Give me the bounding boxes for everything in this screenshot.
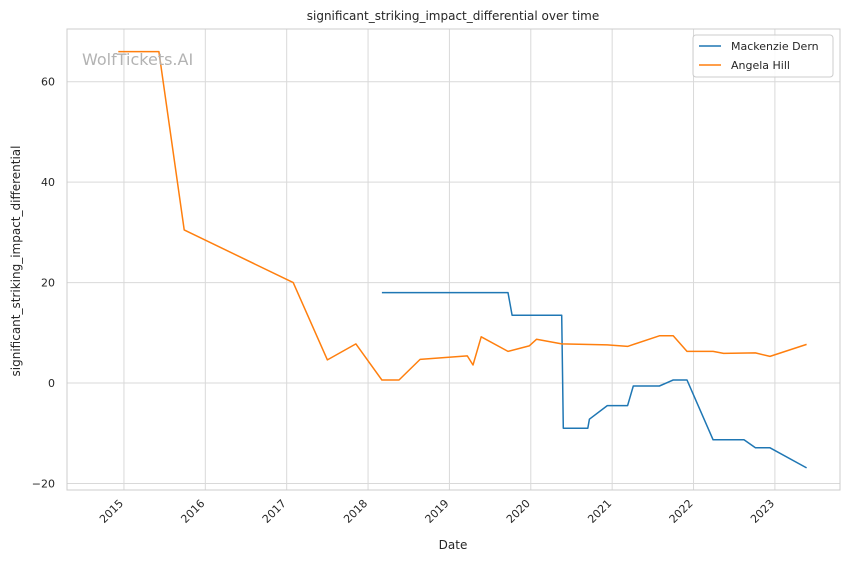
- legend: Mackenzie Dern Angela Hill: [692, 34, 834, 78]
- y-tick-label: 60: [41, 76, 55, 89]
- series-line-mackenzie-dern: [381, 291, 807, 469]
- y-tick-label: −20: [32, 477, 55, 490]
- plot-frame: [66, 28, 841, 491]
- y-axis-ticks: −20 0 20 40 60: [32, 76, 55, 491]
- watermark: WolfTickets.AI: [82, 50, 193, 69]
- chart-title: significant_striking_impact_differential…: [307, 9, 599, 23]
- y-tick-label: 0: [48, 377, 55, 390]
- series-layer: [118, 50, 807, 469]
- legend-label: Angela Hill: [731, 59, 790, 72]
- x-axis-label: Date: [439, 538, 468, 552]
- legend-label: Mackenzie Dern: [731, 40, 819, 53]
- legend-box: [692, 34, 834, 78]
- y-tick-label: 40: [41, 176, 55, 189]
- grid: [67, 29, 840, 490]
- series-line-angela-hill: [118, 50, 807, 381]
- y-axis-label: significant_striking_impact_differential: [9, 146, 23, 377]
- y-tick-label: 20: [41, 277, 55, 290]
